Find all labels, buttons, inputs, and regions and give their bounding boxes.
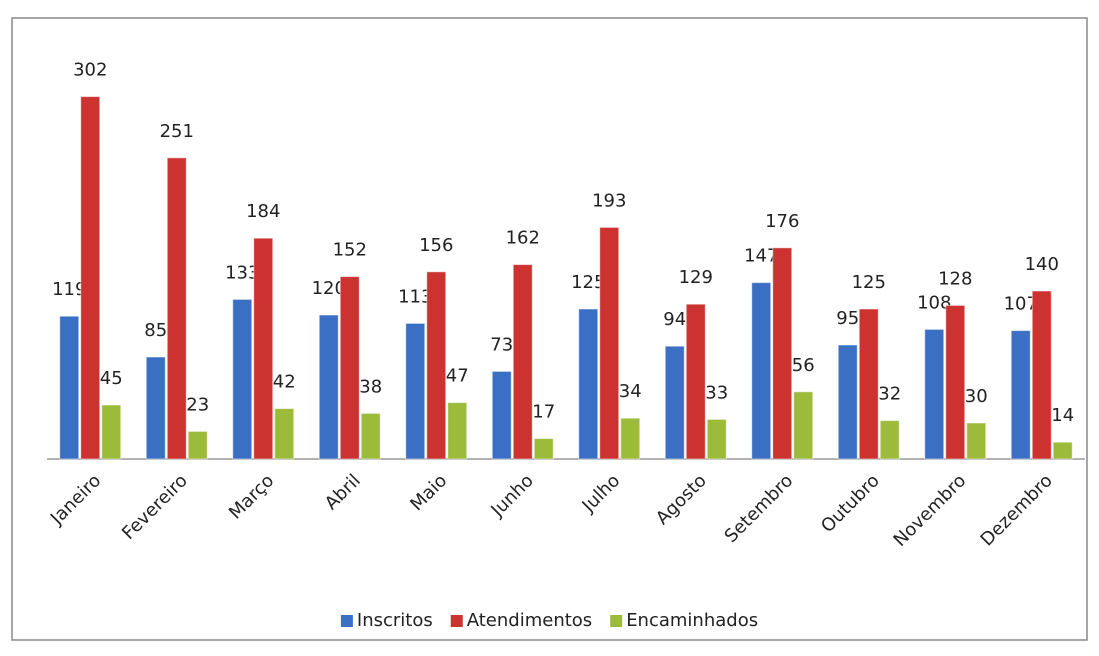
data-label: 147 [744, 246, 778, 267]
data-label: 23 [186, 394, 209, 415]
data-label: 94 [663, 309, 686, 330]
bar [447, 402, 468, 460]
bar [80, 96, 101, 460]
data-label: 302 [73, 60, 107, 81]
bar [837, 344, 858, 460]
data-label: 125 [571, 272, 605, 293]
bar [1052, 441, 1073, 460]
bar [318, 314, 339, 460]
bar [166, 157, 187, 460]
bar [512, 264, 533, 460]
bar [879, 420, 900, 460]
bar [751, 282, 772, 460]
bar [664, 345, 685, 460]
data-label: 30 [965, 386, 988, 407]
bar [599, 226, 620, 460]
bar [360, 412, 381, 460]
bar [966, 422, 987, 460]
data-label: 56 [792, 355, 815, 376]
data-label: 156 [419, 235, 453, 256]
data-label: 17 [532, 402, 555, 423]
data-label: 152 [333, 240, 367, 261]
bar [59, 315, 80, 460]
bar [253, 237, 274, 460]
data-label: 108 [917, 292, 951, 313]
data-label: 14 [1051, 405, 1074, 426]
bar [101, 404, 122, 460]
legend-label: Encaminhados [626, 610, 758, 631]
legend-swatch [610, 615, 623, 627]
data-label: 33 [705, 382, 728, 403]
bar [232, 298, 253, 460]
bar [620, 417, 641, 460]
bar [274, 408, 295, 460]
bar [187, 430, 208, 460]
data-label: 184 [246, 201, 280, 222]
legend-label: Inscritos [357, 610, 433, 631]
bar [706, 418, 727, 460]
data-label: 162 [506, 228, 540, 249]
data-label: 45 [100, 368, 123, 389]
data-label: 128 [938, 268, 972, 289]
legend-swatch [340, 615, 353, 627]
bar [1031, 290, 1052, 460]
data-label: 129 [679, 267, 713, 288]
data-label: 125 [852, 272, 886, 293]
bar [426, 271, 447, 460]
bar [772, 247, 793, 460]
bar [145, 356, 166, 460]
legend: Inscritos Atendimentos Encaminhados [340, 610, 758, 631]
bar [793, 391, 814, 460]
data-label: 85 [144, 320, 167, 341]
data-label: 47 [446, 366, 469, 387]
data-label: 42 [273, 372, 296, 393]
bar [685, 303, 706, 460]
bar [405, 322, 426, 460]
legend-label: Atendimentos [467, 610, 592, 631]
data-label: 193 [592, 190, 626, 211]
data-label: 119 [52, 279, 86, 300]
data-label: 95 [836, 308, 859, 329]
data-label: 32 [878, 384, 901, 405]
bar [578, 308, 599, 460]
data-label: 73 [490, 334, 513, 355]
bar [924, 328, 945, 460]
data-label: 107 [1004, 294, 1038, 315]
data-label: 140 [1025, 254, 1059, 275]
data-label: 113 [398, 286, 432, 307]
data-label: 133 [225, 262, 259, 283]
data-label: 120 [312, 278, 346, 299]
chart-frame [11, 17, 1088, 641]
bar [1010, 330, 1031, 460]
bar [491, 370, 512, 460]
data-label: 251 [160, 121, 194, 142]
data-label: 38 [359, 376, 382, 397]
bar [945, 304, 966, 460]
bar [533, 438, 554, 460]
bar [339, 276, 360, 460]
legend-swatch [450, 615, 463, 627]
data-label: 176 [765, 211, 799, 232]
bar [858, 308, 879, 460]
data-label: 34 [619, 381, 642, 402]
